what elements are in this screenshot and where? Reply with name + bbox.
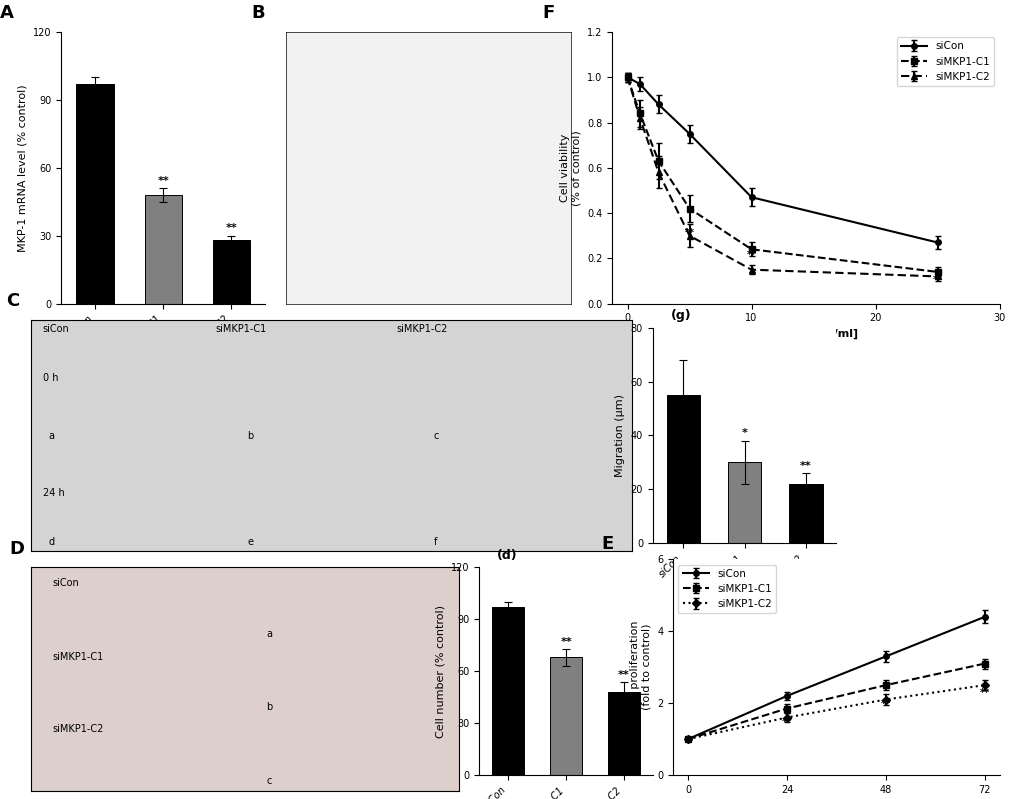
Text: **: ** bbox=[618, 670, 629, 680]
X-axis label: Cisplatin [μg/ml]: Cisplatin [μg/ml] bbox=[753, 329, 857, 339]
Text: B: B bbox=[251, 4, 265, 22]
Text: e: e bbox=[247, 537, 253, 547]
Text: **: ** bbox=[225, 224, 236, 233]
Text: a: a bbox=[49, 431, 55, 441]
Y-axis label: Cell number (% control): Cell number (% control) bbox=[435, 605, 445, 737]
Bar bbox=[728, 463, 760, 543]
Bar bbox=[492, 607, 524, 775]
Text: F: F bbox=[542, 4, 554, 22]
Y-axis label: Cell viability
(% of control): Cell viability (% of control) bbox=[559, 130, 581, 205]
Text: siMKP1-C1: siMKP1-C1 bbox=[215, 324, 267, 334]
Text: E: E bbox=[601, 535, 613, 553]
Text: siMKP1-C2: siMKP1-C2 bbox=[395, 324, 447, 334]
Text: f: f bbox=[433, 537, 437, 547]
Text: c: c bbox=[266, 777, 271, 786]
Legend: siCon, siMKP1-C1, siMKP1-C2: siCon, siMKP1-C1, siMKP1-C2 bbox=[678, 565, 775, 614]
Text: **: ** bbox=[979, 688, 988, 698]
Text: **: ** bbox=[559, 637, 572, 647]
Bar bbox=[666, 395, 699, 543]
Bar bbox=[789, 484, 822, 543]
Text: *: * bbox=[741, 428, 747, 438]
Text: (g): (g) bbox=[671, 309, 691, 322]
Text: C: C bbox=[6, 292, 19, 310]
Text: siMKP1-C2: siMKP1-C2 bbox=[52, 724, 103, 734]
Text: **: ** bbox=[746, 250, 756, 260]
Text: **: ** bbox=[684, 228, 694, 238]
Text: **: ** bbox=[157, 176, 169, 186]
Text: 24 h: 24 h bbox=[43, 488, 64, 499]
Text: **: ** bbox=[799, 460, 811, 471]
Bar bbox=[607, 692, 639, 775]
Text: a: a bbox=[266, 629, 272, 638]
Bar bbox=[212, 240, 250, 304]
Y-axis label: Migration (μm): Migration (μm) bbox=[614, 394, 625, 477]
Text: siCon: siCon bbox=[52, 578, 78, 589]
Text: **: ** bbox=[782, 717, 791, 727]
Text: c: c bbox=[433, 431, 439, 441]
Text: d: d bbox=[49, 537, 55, 547]
Text: siMKP1-C1: siMKP1-C1 bbox=[52, 652, 103, 662]
Bar bbox=[76, 84, 114, 304]
Text: (d): (d) bbox=[496, 549, 517, 562]
Text: **: ** bbox=[931, 275, 942, 285]
Text: b: b bbox=[247, 431, 254, 441]
Text: siCon: siCon bbox=[43, 324, 69, 334]
Bar bbox=[549, 658, 582, 775]
Legend: siCon, siMKP1-C1, siMKP1-C2: siCon, siMKP1-C1, siMKP1-C2 bbox=[896, 38, 994, 86]
Text: 0 h: 0 h bbox=[43, 372, 58, 383]
Text: **: ** bbox=[880, 698, 890, 709]
Y-axis label: Cell proliferation
(fold to control): Cell proliferation (fold to control) bbox=[630, 621, 651, 714]
Text: b: b bbox=[266, 702, 272, 713]
Bar bbox=[145, 195, 181, 304]
Y-axis label: MKP-1 mRNA level (% control): MKP-1 mRNA level (% control) bbox=[17, 84, 28, 252]
Text: D: D bbox=[9, 540, 24, 558]
Text: A: A bbox=[0, 4, 14, 22]
